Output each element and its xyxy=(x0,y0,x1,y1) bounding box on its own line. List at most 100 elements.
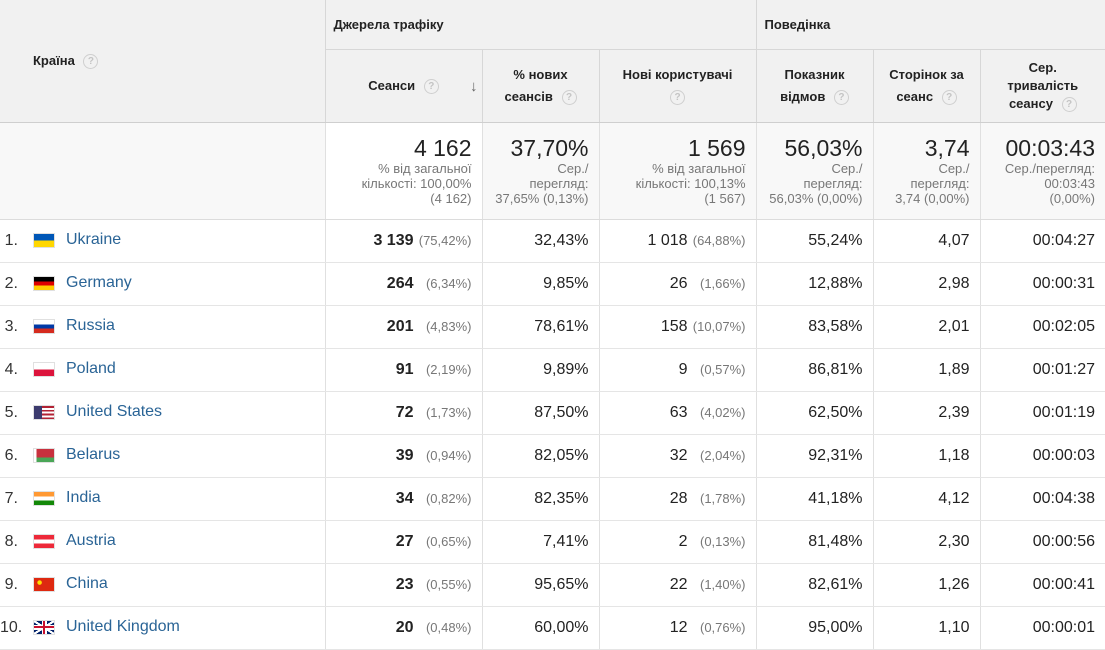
row-index: 7. xyxy=(4,489,18,507)
bounce-rate-cell: 62,50% xyxy=(755,391,874,435)
bounce-rate-cell: 55,24% xyxy=(755,219,874,263)
total-bounce-note: перегляд: xyxy=(803,175,863,191)
new-users-percent: (10,07%) xyxy=(692,318,746,334)
total-new-users-value: 1 569 xyxy=(687,134,746,161)
country-link[interactable]: Ukraine xyxy=(66,231,122,249)
total-sessions-note: кількості: 100,00% xyxy=(361,175,472,191)
help-icon[interactable]: ? xyxy=(670,89,685,105)
pages-per-session-cell: 4,12 xyxy=(872,477,981,521)
sessions-percent: (6,34%) xyxy=(425,275,472,291)
new-users-cell: 2 (0,13%) xyxy=(598,520,757,564)
pages-per-session-cell: 4,07 xyxy=(872,219,981,263)
new-users-percent: (1,66%) xyxy=(699,275,746,291)
sort-descending-icon[interactable]: ↓ xyxy=(470,77,478,95)
new-users-percent: (1,78%) xyxy=(699,490,746,506)
avg-duration-cell: 00:01:27 xyxy=(979,348,1105,392)
pages-per-session-cell: 2,39 xyxy=(872,391,981,435)
new-users-label: Нові користувачі xyxy=(622,66,733,82)
country-link[interactable]: China xyxy=(66,575,108,593)
column-header-sessions[interactable]: Сеанси ? ↓ xyxy=(324,49,482,123)
column-header-bounce-rate[interactable]: Показник відмов ? xyxy=(755,49,874,123)
avg-duration-cell: 00:00:56 xyxy=(979,520,1105,564)
help-icon[interactable]: ? xyxy=(423,78,439,94)
row-index: 10. xyxy=(0,618,23,636)
sessions-value: 27 xyxy=(395,532,414,550)
table-row: 8. Austria 27 (0,65%) 7,41% 2 (0,13%) 81,48% 2,3… xyxy=(0,520,1105,564)
country-cell: 4. Poland xyxy=(0,348,325,392)
total-new-users: 1 569 % від загальної кількості: 100,13%… xyxy=(598,122,757,220)
country-link[interactable]: Belarus xyxy=(66,446,121,464)
flag-us-icon xyxy=(34,405,54,419)
country-link[interactable]: Austria xyxy=(66,532,116,550)
flag-at-icon xyxy=(34,534,54,548)
country-link[interactable]: India xyxy=(66,489,101,507)
table-row: 7. India 34 (0,82%) 82,35% 28 (1,78%) 41,18% 4,1… xyxy=(0,477,1105,521)
total-pages-note: перегляд: xyxy=(910,175,970,191)
new-users-value: 158 xyxy=(660,317,688,335)
country-link[interactable]: Russia xyxy=(66,317,115,335)
sessions-value: 91 xyxy=(395,360,414,378)
country-cell: 6. Belarus xyxy=(0,434,325,478)
new-users-cell: 63 (4,02%) xyxy=(598,391,757,435)
pages-label-line2: сеанс xyxy=(896,88,934,104)
total-sessions-value: 4 162 xyxy=(413,134,472,161)
column-header-country[interactable]: Країна ? xyxy=(0,0,325,123)
totals-row: 4 162 % від загальної кількості: 100,00%… xyxy=(0,122,1105,220)
column-header-new-users[interactable]: Нові користувачі ? xyxy=(598,49,757,123)
new-sessions-label-line1: % нових xyxy=(513,66,568,82)
row-index: 9. xyxy=(4,575,18,593)
new-users-percent: (0,76%) xyxy=(699,619,746,635)
new-sessions-cell: 95,65% xyxy=(481,563,599,607)
flag-in-icon xyxy=(34,491,54,505)
country-link[interactable]: United States xyxy=(66,403,163,421)
new-users-value: 2 xyxy=(678,532,688,550)
new-users-value: 28 xyxy=(669,489,688,507)
sessions-value: 20 xyxy=(395,618,414,636)
column-header-pages-per-session[interactable]: Сторінок за сеанс ? xyxy=(872,49,981,123)
sessions-percent: (0,65%) xyxy=(425,533,472,549)
country-link[interactable]: United Kingdom xyxy=(66,618,180,636)
avg-duration-cell: 00:00:03 xyxy=(979,434,1105,478)
pages-per-session-cell: 1,10 xyxy=(872,606,981,650)
total-new-sessions-note: перегляд: xyxy=(529,175,589,191)
sessions-cell: 264 (6,34%) xyxy=(324,262,482,306)
total-new-users-note: кількості: 100,13% xyxy=(635,175,746,191)
flag-cn-icon xyxy=(34,577,54,591)
table-row: 2. Germany 264 (6,34%) 9,85% 26 (1,66%) 12,88% 2… xyxy=(0,262,1105,306)
country-cell: 5. United States xyxy=(0,391,325,435)
bounce-label-line2: відмов xyxy=(780,88,826,104)
column-header-new-sessions[interactable]: % нових сеансів ? xyxy=(481,49,599,123)
new-users-cell: 22 (1,40%) xyxy=(598,563,757,607)
sessions-value: 72 xyxy=(395,403,414,421)
help-icon[interactable]: ? xyxy=(83,53,99,69)
new-sessions-cell: 82,35% xyxy=(481,477,599,521)
help-icon[interactable]: ? xyxy=(941,89,957,105)
sessions-percent: (0,48%) xyxy=(425,619,472,635)
country-cell: 10. United Kingdom xyxy=(0,606,325,650)
country-link[interactable]: Poland xyxy=(66,360,116,378)
total-new-users-note: % від загальної xyxy=(652,160,746,176)
avg-duration-cell: 00:04:38 xyxy=(979,477,1105,521)
new-users-value: 32 xyxy=(669,446,688,464)
avg-duration-cell: 00:00:41 xyxy=(979,563,1105,607)
help-icon[interactable]: ? xyxy=(561,89,577,105)
help-icon[interactable]: ? xyxy=(833,89,849,105)
sessions-value: 23 xyxy=(395,575,414,593)
duration-label-line1: Сер. xyxy=(1028,59,1057,75)
flag-ru-icon xyxy=(34,319,54,333)
table-row: 6. Belarus 39 (0,94%) 82,05% 32 (2,04%) 92,31% 1… xyxy=(0,434,1105,478)
column-header-country-label: Країна xyxy=(33,52,75,68)
table-row: 9. China 23 (0,55%) 95,65% 22 (1,40%) 82,61% 1,2… xyxy=(0,563,1105,607)
total-pages-value: 3,74 xyxy=(924,134,970,161)
sessions-cell: 23 (0,55%) xyxy=(324,563,482,607)
help-icon[interactable]: ? xyxy=(1061,96,1077,112)
country-link[interactable]: Germany xyxy=(66,274,132,292)
total-sessions-note: (4 162) xyxy=(430,190,472,206)
total-new-sessions: 37,70% Сер./ перегляд: 37,65% (0,13%) xyxy=(481,122,599,220)
column-header-avg-duration[interactable]: Сер. тривалість сеансу ? xyxy=(979,49,1105,123)
sessions-percent: (4,83%) xyxy=(425,318,472,334)
sessions-percent: (0,94%) xyxy=(425,447,472,463)
new-sessions-cell: 9,89% xyxy=(481,348,599,392)
total-duration-note: 00:03:43 xyxy=(1044,175,1096,191)
table-row: 4. Poland 91 (2,19%) 9,89% 9 (0,57%) 86,81% 1,89… xyxy=(0,348,1105,392)
